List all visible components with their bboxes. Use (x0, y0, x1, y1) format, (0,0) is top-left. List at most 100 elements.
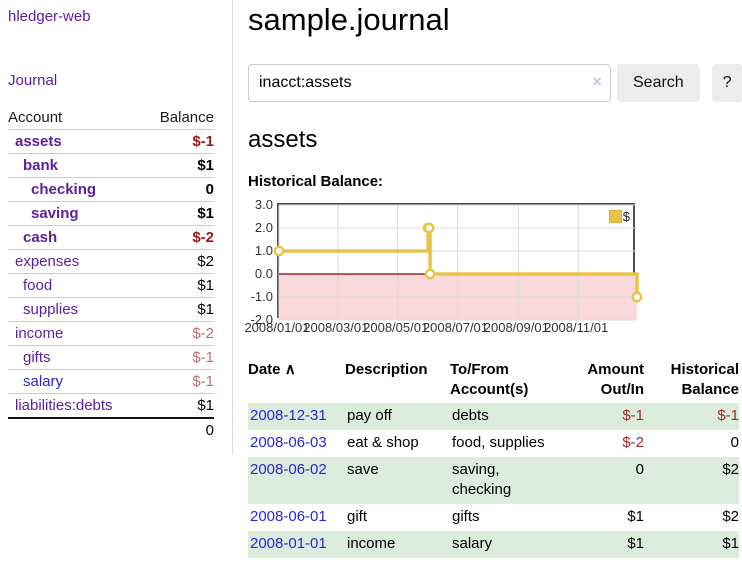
account-balance: $-1 (192, 133, 214, 150)
tx-balance: $2 (722, 461, 739, 478)
account-row: cash $-2 (8, 225, 214, 250)
account-row: food $1 (8, 273, 214, 298)
tx-description: pay off (347, 407, 392, 424)
tx-date[interactable]: 2008-06-02 (248, 457, 345, 504)
tx-balance: $-1 (717, 407, 739, 424)
legend-label: $ (622, 209, 630, 224)
search-input[interactable] (248, 64, 611, 102)
account-row: saving $1 (8, 201, 214, 226)
search-button[interactable]: Search (617, 64, 700, 102)
account-link[interactable]: gifts (23, 349, 51, 366)
tx-balance: $2 (722, 508, 739, 525)
tx-balance: 0 (730, 434, 739, 451)
tx-amount: $1 (627, 508, 644, 525)
y-axis-label: 1.0 (254, 243, 273, 258)
register-header-date[interactable]: Date ∧ (248, 361, 296, 378)
register-header-balance: Historical Balance (670, 361, 739, 398)
tx-accounts: gifts (452, 508, 480, 525)
account-row: gifts $-1 (8, 345, 214, 370)
tx-amount: $-2 (622, 434, 644, 451)
accounts-header-balance: Balance (159, 109, 214, 126)
account-link[interactable]: assets (15, 133, 62, 150)
tx-date[interactable]: 2008-01-01 (248, 531, 345, 558)
y-axis-label: 0.0 (254, 266, 273, 281)
account-balance: $-1 (192, 349, 214, 366)
x-axis-label: 2008/11/01 (544, 320, 609, 335)
clear-search-icon[interactable]: × (592, 72, 602, 91)
tx-date[interactable]: 2008-12-31 (248, 403, 345, 430)
historical-balance-label: Historical Balance: (248, 173, 384, 190)
accounts-total-row: 0 (8, 418, 214, 442)
account-row: bank $1 (8, 153, 214, 178)
register-header-row: Date ∧ Description To/From Account(s) Am… (248, 358, 739, 403)
main-content: sample.journal × Search ? assets Histori… (233, 0, 742, 558)
account-balance: 0 (205, 181, 214, 198)
account-link[interactable]: cash (23, 229, 58, 246)
balance-chart-area: $ 3.0 2.0 1.0 0.0 -1.0 -2.0 2008/01/01 2008/03… (244, 198, 643, 337)
account-balance: $1 (197, 157, 214, 174)
account-row: supplies $1 (8, 297, 214, 322)
account-link[interactable]: saving (31, 205, 79, 222)
chart-x-axis-labels: 2008/01/01 2008/03/01 2008/05/01 2008/07/01… (244, 320, 639, 337)
y-axis-label: -1.0 (250, 289, 273, 304)
x-axis-label: 2008/01/01 (244, 320, 310, 335)
register-row: 2008-12-31 pay off debts $-1 $-1 (248, 403, 739, 430)
account-link[interactable]: salary (23, 373, 64, 390)
account-balance: $-2 (192, 229, 214, 246)
balance-chart: $ 3.0 2.0 1.0 0.0 -1.0 -2.0 (251, 198, 643, 327)
tx-date-link[interactable]: 2008-06-02 (250, 461, 327, 478)
tx-balance: $1 (722, 535, 739, 552)
account-balance: $1 (197, 277, 214, 294)
tx-amount: $-1 (622, 407, 644, 424)
accounts-total-value: 0 (205, 422, 214, 439)
account-balance: $1 (197, 205, 214, 222)
account-link[interactable]: food (23, 277, 53, 294)
account-balance: $2 (197, 253, 214, 270)
account-row: salary $-1 (8, 369, 214, 394)
tx-description: gift (347, 508, 368, 525)
register-row: 2008-01-01 income salary $1 $1 (248, 531, 739, 558)
tx-date[interactable]: 2008-06-03 (248, 430, 345, 457)
account-link[interactable]: checking (31, 181, 97, 198)
sidebar: hledger-web Journal Account Balance asse… (0, 0, 233, 454)
register-row: 2008-06-01 gift gifts $1 $2 (248, 504, 739, 531)
help-button[interactable]: ? (711, 64, 742, 102)
search-bar: × Search ? (248, 64, 742, 102)
tx-date[interactable]: 2008-06-01 (248, 504, 345, 531)
tx-accounts: debts (452, 407, 489, 424)
accounts-table: Account Balance assets $-1 bank $1 checking 0… (8, 106, 214, 442)
page-title: sample.journal (248, 2, 450, 37)
chart-legend: $ (607, 208, 631, 225)
account-balance: $-1 (192, 373, 214, 390)
account-link[interactable]: liabilities:debts (15, 397, 113, 414)
app-layout: hledger-web Journal Account Balance asse… (0, 0, 742, 558)
x-axis-label: 2008/03/01 (303, 320, 369, 335)
account-row: income $-2 (8, 321, 214, 346)
account-link[interactable]: income (15, 325, 64, 342)
account-row: liabilities:debts $1 (8, 393, 214, 419)
account-link[interactable]: expenses (15, 253, 80, 270)
register-header-description: Description (345, 361, 428, 378)
tx-description: save (347, 461, 379, 478)
tx-description: income (347, 535, 396, 552)
register-row: 2008-06-02 save saving, checking 0 $2 (248, 457, 739, 504)
search-box: × (248, 64, 611, 102)
tx-date-link[interactable]: 2008-06-03 (250, 434, 327, 451)
account-link[interactable]: supplies (23, 301, 79, 318)
tx-accounts: salary (452, 535, 493, 552)
app-title-link[interactable]: hledger-web (8, 8, 91, 25)
x-axis-label: 2008/07/01 (422, 320, 489, 335)
account-row: expenses $2 (8, 249, 214, 274)
tx-date-link[interactable]: 2008-01-01 (250, 535, 327, 552)
account-link[interactable]: bank (23, 157, 59, 174)
register-row: 2008-06-03 eat & shop food, supplies $-2 0 (248, 430, 739, 457)
legend-swatch-icon (608, 210, 622, 223)
tx-date-link[interactable]: 2008-06-01 (250, 508, 327, 525)
x-axis-label: 2008/09/01 (483, 320, 549, 335)
account-heading: assets (248, 126, 318, 153)
nav-journal-link[interactable]: Journal (8, 72, 58, 89)
register-table: Date ∧ Description To/From Account(s) Am… (248, 358, 739, 558)
register-header-amount: Amount Out/In (587, 361, 644, 398)
tx-amount: 0 (635, 461, 644, 478)
tx-date-link[interactable]: 2008-12-31 (250, 407, 327, 424)
